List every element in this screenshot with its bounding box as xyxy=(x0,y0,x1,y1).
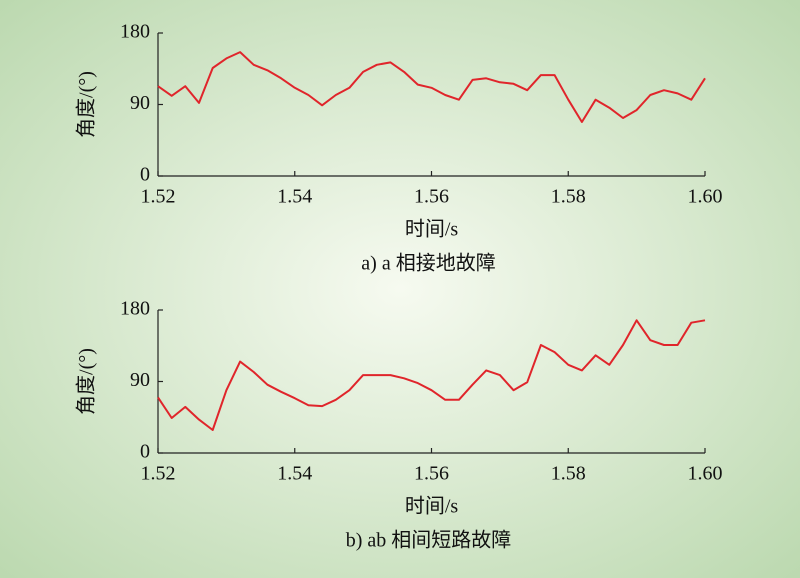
line-series xyxy=(157,51,706,123)
x-tick-label: 1.60 xyxy=(688,463,723,485)
y-axis-label: 角度/(°) xyxy=(75,348,98,415)
y-tick-label: 90 xyxy=(130,369,150,391)
x-tick-label: 1.56 xyxy=(414,186,449,208)
x-tick-label: 1.52 xyxy=(141,463,176,485)
y-axis-label: 角度/(°) xyxy=(75,71,98,138)
x-tick-label: 1.54 xyxy=(277,463,312,485)
x-tick-label: 1.58 xyxy=(551,463,586,485)
y-tick-label: 0 xyxy=(140,164,150,186)
x-tick-label: 1.52 xyxy=(141,186,176,208)
y-tick-label: 90 xyxy=(130,92,150,114)
x-tick-label: 1.54 xyxy=(277,186,312,208)
y-tick-label: 180 xyxy=(120,298,150,320)
x-tick-label: 1.58 xyxy=(551,186,586,208)
x-axis-label: 时间/s xyxy=(405,218,459,241)
line-series xyxy=(157,319,706,431)
y-tick-label: 180 xyxy=(120,21,150,43)
caption: a) a 相接地故障 xyxy=(361,252,495,275)
y-tick-label: 0 xyxy=(140,441,150,463)
x-axis-label: 时间/s xyxy=(405,495,459,518)
x-tick-label: 1.60 xyxy=(688,186,723,208)
caption: b) ab 相间短路故障 xyxy=(346,529,512,552)
x-tick-label: 1.56 xyxy=(414,463,449,485)
